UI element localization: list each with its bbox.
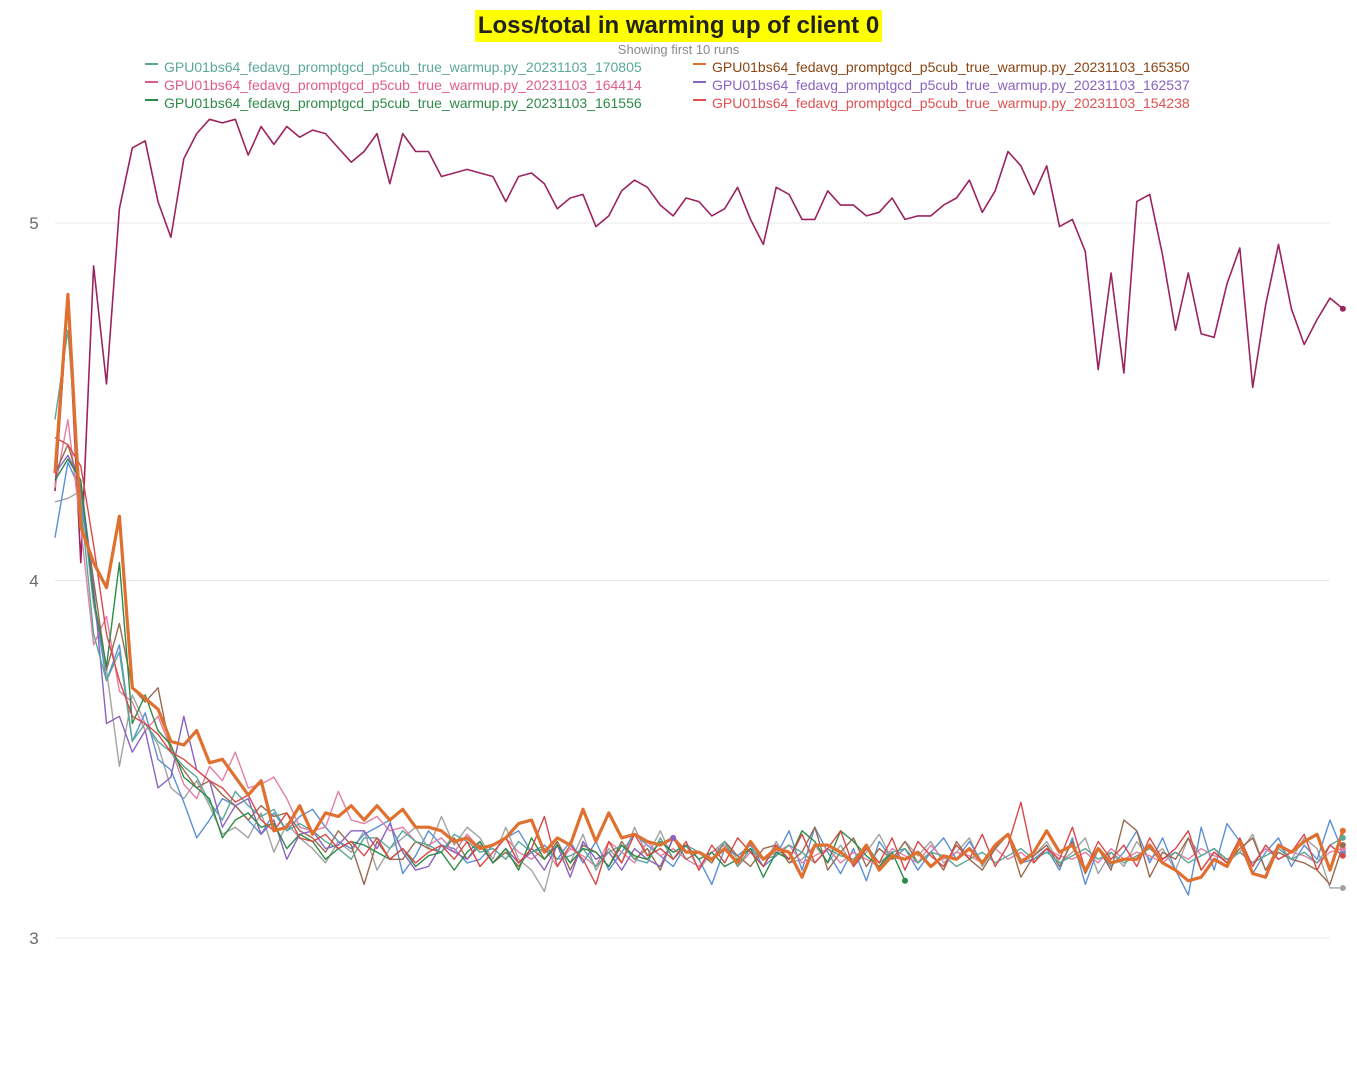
legend-item[interactable]: GPU01bs64_fedavg_promptgcd_p5cub_true_wa… (693, 95, 1190, 112)
series-line[interactable] (54, 444, 1344, 886)
series-end-point (1339, 884, 1346, 891)
legend-label: GPU01bs64_fedavg_promptgcd_p5cub_true_wa… (712, 59, 1190, 75)
legend-item[interactable]: GPU01bs64_fedavg_promptgcd_p5cub_true_wa… (145, 95, 642, 112)
legend-label: GPU01bs64_fedavg_promptgcd_p5cub_true_wa… (164, 95, 642, 111)
legend-label: GPU01bs64_fedavg_promptgcd_p5cub_true_wa… (712, 77, 1190, 93)
series-line[interactable] (54, 436, 1344, 886)
series-line[interactable] (54, 458, 906, 882)
series-line[interactable] (53, 292, 1345, 883)
legend-item[interactable]: GPU01bs64_fedavg_promptgcd_p5cub_true_wa… (145, 59, 642, 76)
legend-swatch (693, 99, 706, 102)
legend-label: GPU01bs64_fedavg_promptgcd_p5cub_true_wa… (164, 59, 642, 75)
chart-series-lines (53, 118, 1345, 896)
series-line[interactable] (54, 461, 1344, 896)
legend-swatch (145, 63, 158, 66)
series-end-point (902, 877, 908, 884)
series-end-point (1339, 842, 1346, 849)
legend-swatch (693, 63, 706, 66)
chart-subtitle: Showing first 10 runs (617, 42, 740, 57)
legend-item[interactable]: GPU01bs64_fedavg_promptgcd_p5cub_true_wa… (145, 77, 642, 94)
series-line[interactable] (54, 490, 1343, 893)
series-line[interactable] (54, 118, 1344, 564)
chart-title: Loss/total in warming up of client 0 (474, 10, 883, 42)
series-line[interactable] (54, 418, 1344, 868)
legend-swatch (693, 81, 706, 84)
series-end-point (1339, 827, 1346, 834)
chart-grid: 3 4 5 (29, 214, 1330, 948)
series-end-point (1339, 834, 1346, 841)
legend-swatch (145, 81, 158, 84)
legend-item[interactable]: GPU01bs64_fedavg_promptgcd_p5cub_true_wa… (693, 77, 1190, 94)
legend-label: GPU01bs64_fedavg_promptgcd_p5cub_true_wa… (712, 95, 1190, 111)
y-tick-label: 4 (29, 572, 38, 591)
series-end-point (1339, 852, 1346, 859)
series-end-point (670, 834, 677, 841)
legend-label: GPU01bs64_fedavg_promptgcd_p5cub_true_wa… (164, 77, 642, 93)
legend-item[interactable]: GPU01bs64_fedavg_promptgcd_p5cub_true_wa… (693, 59, 1190, 76)
y-tick-label: 3 (29, 929, 38, 948)
chart-legend: GPU01bs64_fedavg_promptgcd_p5cub_true_wa… (145, 59, 1265, 113)
y-tick-label: 5 (29, 214, 38, 233)
legend-swatch (145, 99, 158, 102)
chart-series-endpoints (670, 305, 1346, 891)
series-end-point (1339, 305, 1346, 312)
series-line[interactable] (54, 454, 674, 878)
chart-title-wrap: Loss/total in warming up of client 0 (0, 10, 1357, 42)
